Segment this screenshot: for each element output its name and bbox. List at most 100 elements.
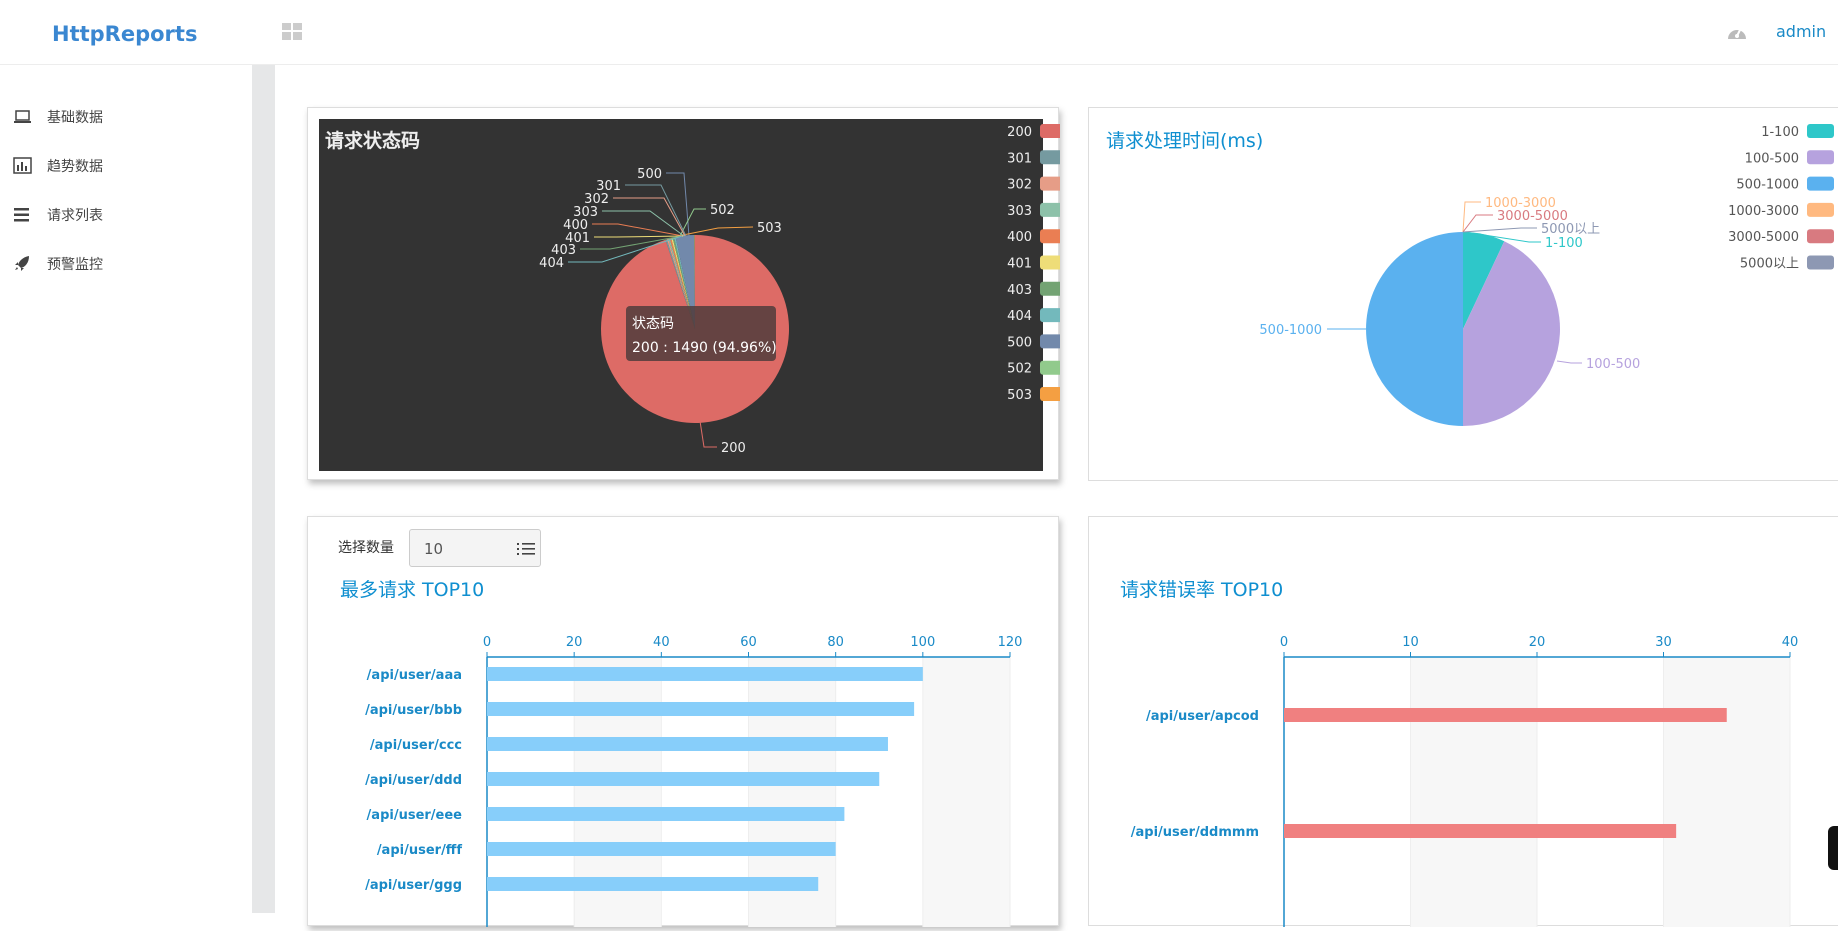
sidebar-scroll-rail[interactable] (252, 65, 275, 913)
category-label: /api/user/ccc (370, 738, 462, 753)
bar (487, 807, 844, 821)
status-chart-title: 请求状态码 (325, 129, 420, 152)
category-label: /api/user/ddmmm (1131, 825, 1259, 840)
sidebar-item-basic-data[interactable]: 基础数据 (0, 97, 252, 137)
legend-label: 3000-5000 (1728, 230, 1799, 245)
tooltip-title: 状态码 (632, 316, 674, 332)
legend-label: 302 (1007, 178, 1032, 193)
category-label: /api/user/ddd (365, 773, 462, 788)
processing-time-chart[interactable]: 请求处理时间(ms) 500-1000 100-500 1-100 1000-3000… (1089, 108, 1838, 482)
legend-swatch (1040, 256, 1060, 270)
bar (487, 702, 914, 716)
legend-swatch (1807, 124, 1834, 138)
tooltip-text: 200 : 1490 (94.96%) (632, 340, 777, 356)
processing-time-panel: 请求处理时间(ms) 500-1000 100-500 1-100 1000-3000… (1088, 107, 1838, 481)
rocket-icon (13, 255, 32, 272)
status-tooltip: 状态码 200 : 1490 (94.96%) (626, 306, 777, 361)
legend-swatch (1040, 361, 1060, 375)
grid-band (574, 657, 661, 927)
category-label: /api/user/ggg (365, 878, 462, 893)
legend-label: 1-100 (1761, 125, 1799, 140)
legend-swatch (1040, 282, 1060, 296)
legend-swatch (1040, 229, 1060, 243)
tick-label: 60 (740, 635, 757, 650)
legend-label: 400 (1007, 230, 1032, 245)
pie-label-line (1557, 361, 1582, 363)
top-requests-title: 最多请求 TOP10 (340, 579, 484, 601)
pie-label: 200 (721, 441, 746, 456)
legend-swatch (1807, 229, 1834, 243)
tick-label: 40 (1782, 635, 1799, 650)
sidebar-item-alert-monitor[interactable]: 预警监控 (0, 244, 252, 284)
user-menu[interactable]: admin (1776, 22, 1826, 41)
legend-swatch (1040, 387, 1060, 401)
legend-swatch (1040, 150, 1060, 164)
legend-label: 100-500 (1745, 151, 1799, 166)
legend-swatch (1807, 256, 1834, 270)
tick-label: 10 (1402, 635, 1419, 650)
tick-label: 100 (910, 635, 935, 650)
error-rate-title: 请求错误率 TOP10 (1120, 579, 1283, 601)
legend-swatch (1807, 177, 1834, 191)
select-count-dropdown[interactable]: 10 (409, 529, 541, 567)
tick-label: 120 (998, 635, 1023, 650)
bar (1284, 708, 1727, 722)
floating-chat-button[interactable] (1828, 826, 1838, 870)
tick-label: 20 (566, 635, 583, 650)
grid-band (1411, 657, 1538, 927)
bar (487, 737, 888, 751)
category-label: /api/user/apcod (1146, 709, 1259, 724)
tick-label: 0 (483, 635, 491, 650)
legend-label: 1000-3000 (1728, 204, 1799, 219)
pie-label: 404 (539, 256, 564, 271)
pie-label: 5000以上 (1541, 222, 1600, 237)
time-pie (1366, 232, 1560, 426)
tick-label: 20 (1529, 635, 1546, 650)
sidebar-item-label: 预警监控 (47, 254, 103, 274)
tick-label: 40 (653, 635, 670, 650)
category-label: /api/user/aaa (367, 668, 462, 683)
sidebar-item-label: 趋势数据 (47, 156, 103, 176)
pie-label-line (1463, 215, 1493, 232)
select-count-value: 10 (424, 540, 443, 558)
legend-swatch (1807, 150, 1834, 164)
legend-label: 500-1000 (1736, 178, 1799, 193)
grid-band (1664, 657, 1791, 927)
legend-label: 301 (1007, 151, 1032, 166)
pie-label: 500 (637, 167, 662, 182)
time-legend[interactable]: 1-100 100-500 500-1000 1000-3000 3000-5000 50… (1728, 124, 1834, 272)
dashboard-icon[interactable] (1727, 24, 1747, 40)
time-chart-title: 请求处理时间(ms) (1106, 130, 1263, 152)
grid-icon[interactable] (282, 23, 302, 40)
legend-label: 404 (1007, 309, 1032, 324)
legend-label: 503 (1007, 388, 1032, 403)
sidebar-item-label: 基础数据 (47, 107, 103, 127)
sidebar-item-request-list[interactable]: 请求列表 (0, 195, 252, 235)
pie-label: 503 (757, 221, 782, 236)
sidebar-item-trend-data[interactable]: 趋势数据 (0, 146, 252, 186)
legend-label: 5000以上 (1740, 257, 1799, 272)
bar (1284, 824, 1676, 838)
app-logo[interactable]: HttpReports (52, 22, 197, 46)
grid-band (749, 657, 836, 927)
category-label: /api/user/fff (377, 843, 463, 858)
tick-label: 80 (827, 635, 844, 650)
legend-label: 303 (1007, 204, 1032, 219)
laptop-icon (13, 108, 32, 125)
select-count-label: 选择数量 (338, 537, 394, 557)
sidebar-item-label: 请求列表 (47, 205, 103, 225)
bar (487, 877, 818, 891)
pie-label: 100-500 (1586, 357, 1640, 372)
legend-label: 403 (1007, 283, 1032, 298)
legend-swatch (1040, 124, 1060, 138)
legend-swatch (1040, 308, 1060, 322)
legend-swatch (1040, 334, 1060, 348)
tick-label: 0 (1280, 635, 1288, 650)
status-code-chart[interactable]: 请求状态码 200500502503301302303400401403404 … (308, 108, 1060, 481)
bar (487, 667, 923, 681)
legend-label: 502 (1007, 362, 1032, 377)
